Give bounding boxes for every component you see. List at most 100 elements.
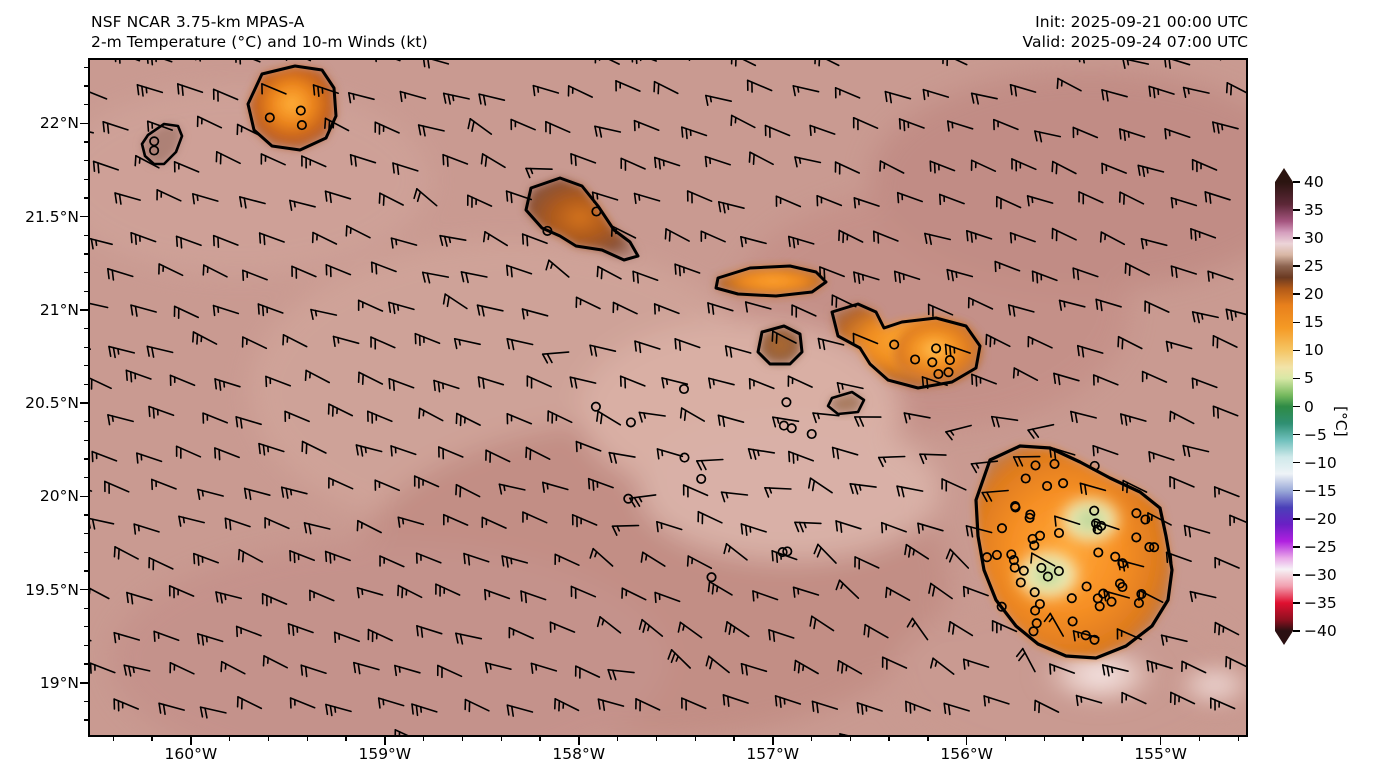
y-axis-minor-tick [84, 570, 88, 572]
wind-barb [740, 236, 767, 248]
colorbar[interactable] [1275, 168, 1293, 645]
wind-barb [917, 522, 944, 534]
y-axis-minor-tick [84, 104, 88, 106]
wind-barb [91, 450, 118, 463]
wind-barb [304, 369, 330, 384]
wind-barb [970, 460, 999, 474]
wind-barb [1007, 304, 1035, 317]
wind-barb [388, 301, 415, 315]
calm-wind-circle [996, 601, 1007, 612]
wind-barb [397, 516, 425, 528]
x-axis-minor-tick [267, 737, 270, 741]
x-axis-tick-label: 156°W [940, 745, 994, 763]
wind-barb [433, 379, 460, 393]
wind-barb [707, 302, 734, 315]
calm-wind-circle [1133, 598, 1144, 609]
calm-wind-circle [1131, 508, 1142, 519]
wind-barb [212, 304, 240, 317]
wind-barb [1146, 660, 1173, 673]
y-axis-tick-label: 22°N [39, 114, 79, 133]
wind-barb [501, 555, 529, 568]
wind-barb [525, 167, 553, 179]
wind-barb [1030, 552, 1056, 567]
calm-wind-circle [623, 493, 634, 504]
colorbar-tick [1293, 349, 1300, 352]
wind-barb [788, 450, 815, 464]
wind-barb [638, 411, 666, 423]
wind-barb [332, 335, 360, 348]
wind-barb [300, 664, 327, 678]
wind-barb [413, 188, 438, 207]
wind-barb [1072, 126, 1099, 139]
wind-barb [794, 521, 822, 533]
calm-wind-circle [1144, 542, 1155, 553]
y-axis-tick [80, 681, 88, 684]
wind-barb [853, 197, 880, 209]
wind-barb [863, 623, 889, 639]
wind-barb [661, 377, 689, 389]
wind-barb [631, 60, 658, 65]
wind-barb [505, 264, 533, 278]
wind-barb [505, 190, 533, 204]
wind-barb [498, 483, 526, 495]
wind-barb [506, 338, 534, 351]
y-axis-minor-tick [84, 141, 88, 143]
wind-barb [370, 336, 396, 350]
wind-barb [965, 230, 993, 243]
wind-barb [705, 655, 730, 674]
wind-barb [921, 376, 948, 390]
wind-barb [1009, 83, 1037, 97]
wind-barb [717, 414, 745, 428]
wind-barb [752, 590, 779, 602]
island-molokai [714, 264, 828, 298]
wind-barb [819, 266, 845, 280]
wind-barb [411, 703, 438, 717]
calm-wind-circle [1090, 518, 1102, 529]
wind-barb [1015, 647, 1036, 673]
y-axis-tick [80, 588, 88, 591]
calm-wind-circle [782, 546, 793, 557]
wind-barb [1148, 451, 1175, 463]
wind-barb [287, 623, 314, 637]
wind-barb [856, 702, 883, 715]
wind-barb [506, 412, 533, 425]
wind-barb [730, 60, 757, 67]
calm-wind-circle [1089, 634, 1100, 645]
wind-barb [608, 451, 636, 464]
y-axis-minor-tick [84, 532, 88, 535]
wind-barb [90, 517, 115, 530]
wind-barb [945, 548, 970, 569]
wind-barb [367, 628, 393, 643]
wind-barb [357, 299, 384, 312]
wind-barb [390, 445, 417, 457]
wind-barb [390, 237, 418, 249]
wind-barb [215, 591, 242, 604]
wind-barb [158, 263, 184, 277]
init-time-label: Init: 2025-09-21 00:00 UTC [1035, 13, 1248, 31]
wind-barb [301, 440, 327, 455]
wind-barb [107, 414, 134, 426]
wind-barb [261, 83, 287, 95]
x-axis-minor-tick [461, 737, 464, 741]
colorbar-tick [1293, 461, 1300, 464]
colorbar-tick-label: 5 [1304, 369, 1314, 388]
calm-wind-circle [679, 452, 690, 463]
wind-barb [1164, 128, 1191, 140]
calm-wind-circle [1080, 630, 1091, 641]
wind-barb [1049, 663, 1076, 675]
wind-barb [834, 87, 861, 99]
wind-barb [589, 344, 617, 357]
x-axis-tick-label: 159°W [358, 745, 412, 763]
calm-wind-circle [1008, 555, 1019, 566]
wind-barb [549, 621, 576, 633]
calm-wind-circle [931, 343, 942, 354]
wind-barb [681, 697, 707, 711]
y-axis-minor-tick [84, 346, 88, 348]
colorbar-unit-label: [°C] [1332, 406, 1350, 437]
wind-barb [202, 264, 228, 278]
y-axis-minor-tick [84, 85, 88, 87]
wind-barb [148, 556, 174, 571]
wind-barb [817, 337, 845, 351]
map-plot-area[interactable] [88, 58, 1248, 737]
y-axis-minor-tick [84, 514, 88, 516]
